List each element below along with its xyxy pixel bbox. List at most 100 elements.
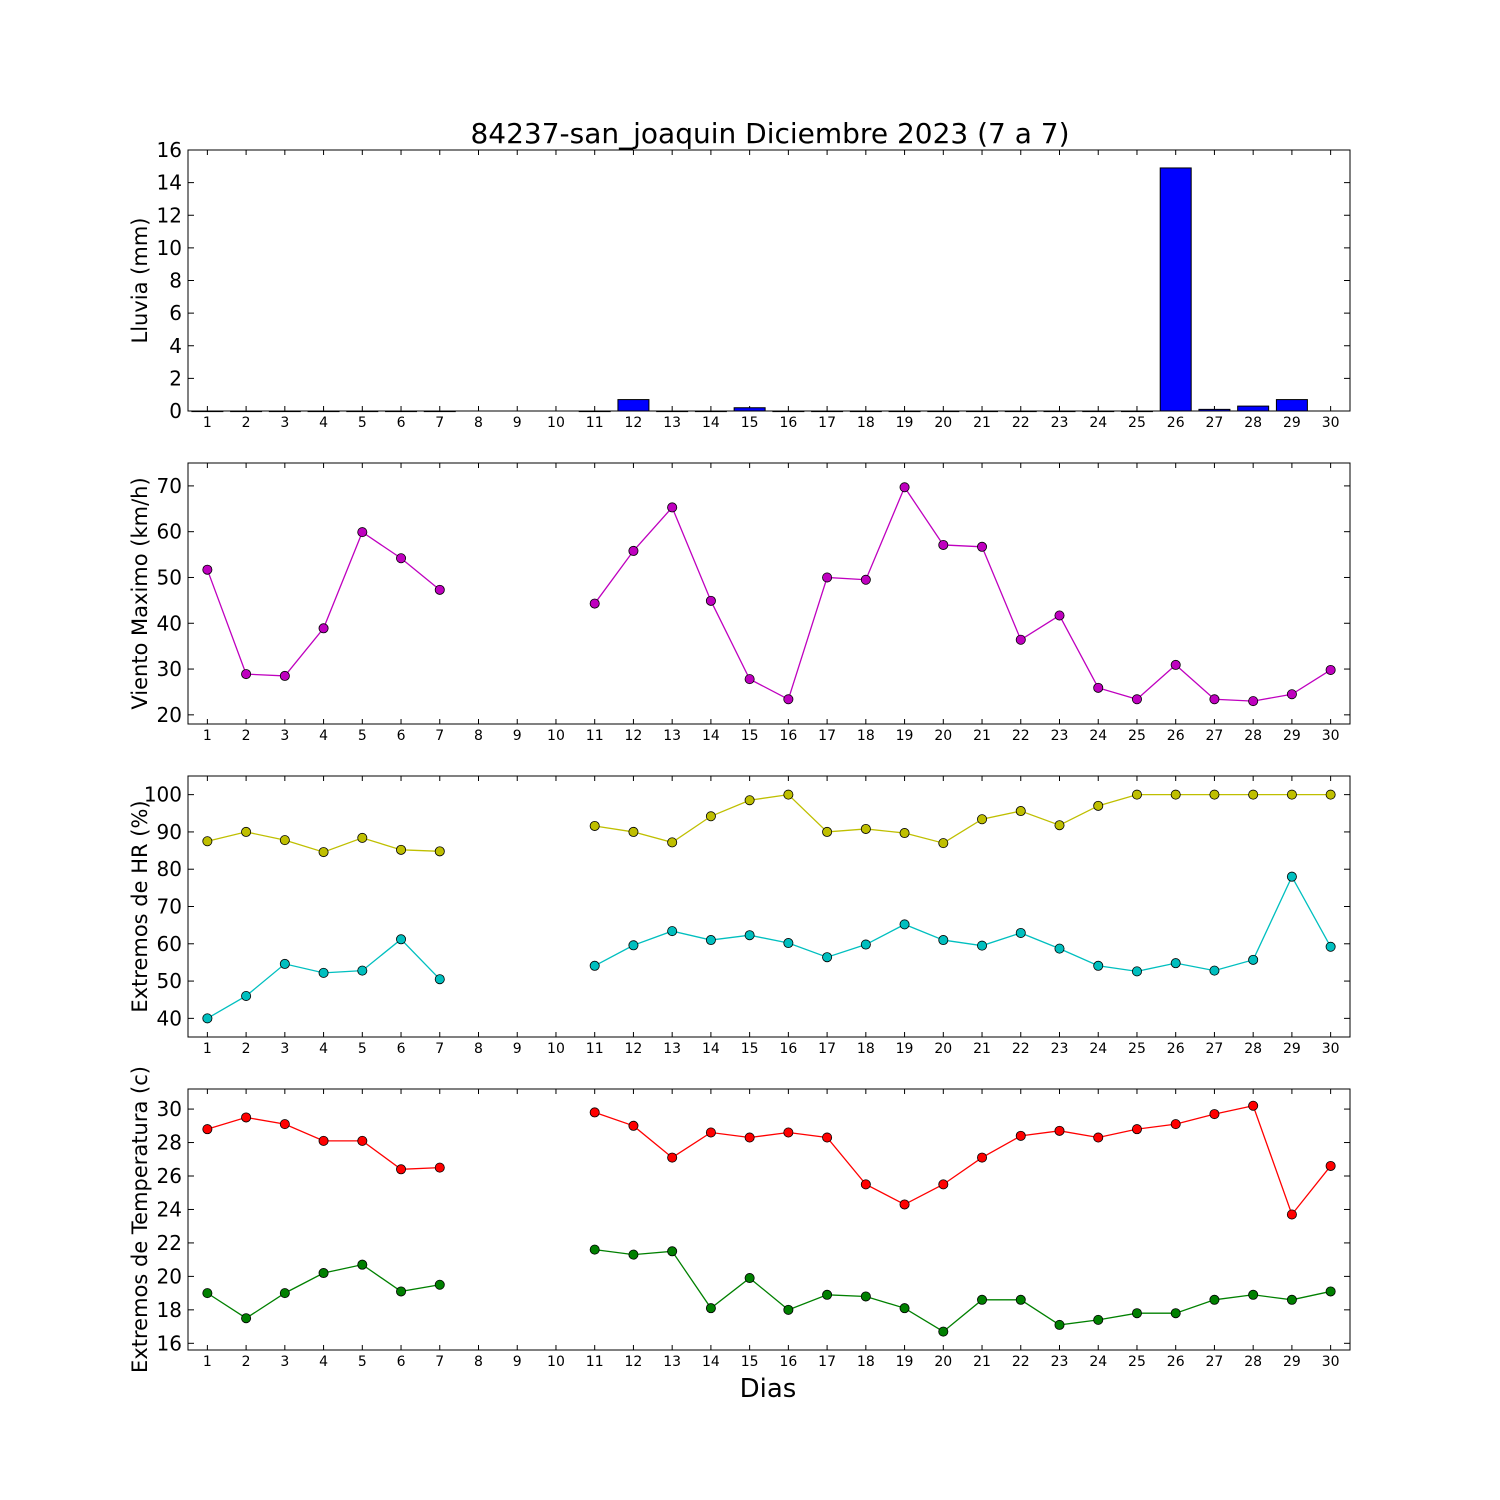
x-tick-label: 22 — [1012, 415, 1030, 431]
x-tick-label: 11 — [586, 1041, 604, 1057]
series-1-point-day-13 — [667, 837, 678, 848]
series-1-point-day-27 — [1209, 1109, 1220, 1120]
x-tick-label: 13 — [663, 728, 681, 744]
series-2-point-day-17 — [822, 1289, 833, 1300]
series-2-point-day-29 — [1286, 1294, 1297, 1305]
series-2-point-day-28 — [1248, 1289, 1259, 1300]
x-tick-label: 19 — [896, 728, 914, 744]
bar-day-28 — [1237, 405, 1270, 412]
x-tick-label: 16 — [779, 1041, 797, 1057]
series-1-point-day-20 — [938, 838, 949, 849]
series-1-point-day-24 — [1093, 682, 1104, 693]
series-2-line — [594, 875, 1332, 973]
x-tick-label: 27 — [1206, 415, 1224, 431]
series-1-point-day-23 — [1054, 1125, 1065, 1136]
y-tick-label: 28 — [157, 1131, 182, 1155]
x-tick-label: 21 — [973, 415, 991, 431]
x-axis-label: Dias — [740, 1374, 797, 1404]
x-tick-label: 5 — [358, 1041, 367, 1057]
series-2-point-day-19 — [899, 919, 910, 930]
series-1-point-day-29 — [1286, 689, 1297, 700]
bar-day-4 — [307, 410, 340, 413]
bar-day-26 — [1159, 167, 1192, 412]
x-tick-label: 6 — [397, 1354, 406, 1370]
series-2-point-day-18 — [860, 939, 871, 950]
series-1-point-day-4 — [318, 1135, 329, 1146]
series-1-point-day-3 — [279, 1119, 290, 1130]
x-tick-label: 20 — [934, 415, 952, 431]
series-1-point-day-28 — [1248, 1100, 1259, 1111]
x-tick-label: 25 — [1128, 1354, 1146, 1370]
series-1-point-day-19 — [899, 828, 910, 839]
x-tick-label: 12 — [625, 1354, 643, 1370]
series-1-point-day-30 — [1325, 664, 1336, 675]
y-tick-label: 26 — [157, 1164, 182, 1188]
x-tick-label: 15 — [741, 1354, 759, 1370]
series-1-point-day-6 — [396, 1164, 407, 1175]
x-tick-label: 29 — [1283, 728, 1301, 744]
x-tick-label: 30 — [1322, 728, 1340, 744]
y-tick-label: 8 — [169, 269, 182, 293]
series-1-point-day-6 — [396, 844, 407, 855]
x-tick-label: 11 — [586, 728, 604, 744]
series-2-point-day-12 — [628, 940, 639, 951]
series-1-point-day-18 — [860, 574, 871, 585]
series-1-point-day-30 — [1325, 1160, 1336, 1171]
x-tick-label: 10 — [547, 728, 565, 744]
x-tick-label: 1 — [203, 415, 212, 431]
series-2-point-day-6 — [396, 934, 407, 945]
x-tick-label: 23 — [1051, 1041, 1069, 1057]
x-tick-label: 26 — [1167, 1041, 1185, 1057]
series-2-point-day-18 — [860, 1291, 871, 1302]
series-1-point-day-12 — [628, 1120, 639, 1131]
series-1-point-day-1 — [202, 836, 213, 847]
x-tick-label: 3 — [280, 1041, 289, 1057]
series-2-point-day-20 — [938, 935, 949, 946]
x-tick-label: 6 — [397, 1041, 406, 1057]
series-2-point-day-14 — [705, 935, 716, 946]
x-tick-label: 7 — [435, 1354, 444, 1370]
x-tick-label: 1 — [203, 1354, 212, 1370]
x-tick-label: 21 — [973, 1354, 991, 1370]
y-tick-label: 100 — [144, 783, 182, 807]
series-2-point-day-16 — [783, 1304, 794, 1315]
series-2-point-day-3 — [279, 958, 290, 969]
x-tick-label: 3 — [280, 1354, 289, 1370]
x-tick-label: 15 — [741, 415, 759, 431]
series-1-point-day-26 — [1170, 1119, 1181, 1130]
x-tick-label: 24 — [1089, 1354, 1107, 1370]
x-tick-label: 3 — [280, 728, 289, 744]
series-1-point-day-21 — [977, 814, 988, 825]
y-tick-label: 16 — [157, 138, 182, 162]
series-1-point-day-28 — [1248, 696, 1259, 707]
x-tick-label: 18 — [857, 1041, 875, 1057]
x-tick-label: 17 — [818, 1354, 836, 1370]
series-1-point-day-18 — [860, 823, 871, 834]
x-tick-label: 18 — [857, 728, 875, 744]
bar-day-5 — [346, 410, 379, 413]
series-1-point-day-7 — [434, 1162, 445, 1173]
bar-day-7 — [423, 410, 456, 413]
bar-day-12 — [617, 399, 650, 412]
series-2-point-day-24 — [1093, 1314, 1104, 1325]
x-tick-label: 10 — [547, 1354, 565, 1370]
series-2-point-day-26 — [1170, 1308, 1181, 1319]
series-2-point-day-15 — [744, 930, 755, 941]
y-tick-label: 30 — [157, 657, 182, 681]
x-tick-label: 6 — [397, 415, 406, 431]
x-tick-label: 21 — [973, 728, 991, 744]
x-tick-label: 15 — [741, 1041, 759, 1057]
series-1-point-day-5 — [357, 1135, 368, 1146]
x-tick-label: 9 — [513, 1041, 522, 1057]
bar-day-29 — [1275, 399, 1308, 412]
x-tick-label: 22 — [1012, 1041, 1030, 1057]
series-1-point-day-30 — [1325, 789, 1336, 800]
series-2-point-day-4 — [318, 967, 329, 978]
series-1-point-day-16 — [783, 694, 794, 705]
